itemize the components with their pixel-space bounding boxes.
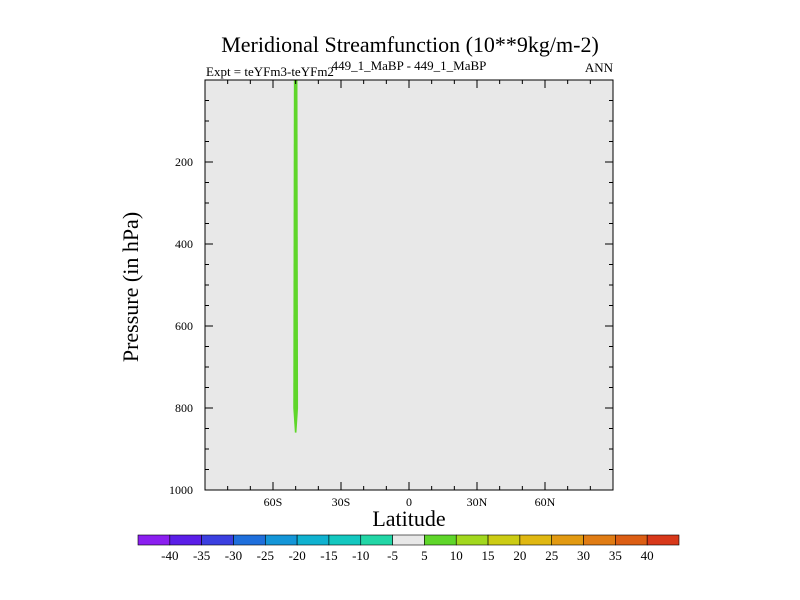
colorbar-swatch [424,534,457,546]
colorbar-swatch [264,534,298,546]
colorbar-label: 40 [641,548,654,563]
plot-area [204,79,614,491]
colorbar-label: -10 [352,548,369,563]
colorbar-swatch [201,534,234,546]
chart-title: Meridional Streamfunction (10**9kg/m-2) [221,32,599,57]
colorbar-label: 30 [577,548,590,563]
chart-subtitle-right: ANN [585,60,614,75]
x-tick-label: 30N [467,495,488,509]
y-tick-label: 400 [175,237,193,251]
colorbar-swatch [137,534,171,546]
colorbar-swatch [615,534,648,546]
colorbar-swatch [296,534,330,546]
colorbar-swatch [169,534,202,546]
chart-subtitle-left: Expt = teYFm3-teYFm2 [206,64,334,79]
colorbar: -40 -35 -30 -25 -20 -15 -10 -5 5 10 15 20 25 30 35 40 [137,534,680,563]
colorbar-swatch [360,534,393,546]
colorbar-label: -40 [161,548,178,563]
colorbar-swatch [455,534,489,546]
colorbar-swatch [519,534,553,546]
x-tick-label: 60N [535,495,556,509]
y-tick-label: 800 [175,401,193,415]
colorbar-label: -30 [225,548,242,563]
colorbar-label: 25 [545,548,558,563]
colorbar-label: 15 [482,548,495,563]
y-tick-label: 200 [175,155,193,169]
colorbar-label: 5 [421,548,428,563]
colorbar-swatch [487,534,521,546]
x-tick-label: 30S [332,495,351,509]
colorbar-label: -5 [387,548,398,563]
colorbar-label: 20 [513,548,526,563]
colorbar-label: -35 [193,548,210,563]
colorbar-swatch [551,534,584,546]
colorbar-swatch [328,534,362,546]
x-tick-label: 0 [406,495,412,509]
x-tick-label: 60S [264,495,283,509]
colorbar-swatch [392,534,425,546]
colorbar-swatch [646,534,680,546]
y-tick-label: 600 [175,319,193,333]
x-axis-label: Latitude [372,506,445,531]
y-tick-label: 1000 [169,483,193,497]
streamfunction-contour-band [293,80,299,433]
y-axis-label: Pressure (in hPa) [118,212,143,362]
colorbar-label: 35 [609,548,622,563]
chart-subtitle-center: 449_1_MaBP - 449_1_MaBP [332,58,487,73]
colorbar-label: -15 [320,548,337,563]
colorbar-swatch [233,534,266,546]
colorbar-label: 10 [450,548,463,563]
colorbar-swatch [583,534,616,546]
colorbar-label: -20 [288,548,305,563]
colorbar-label: -25 [257,548,274,563]
